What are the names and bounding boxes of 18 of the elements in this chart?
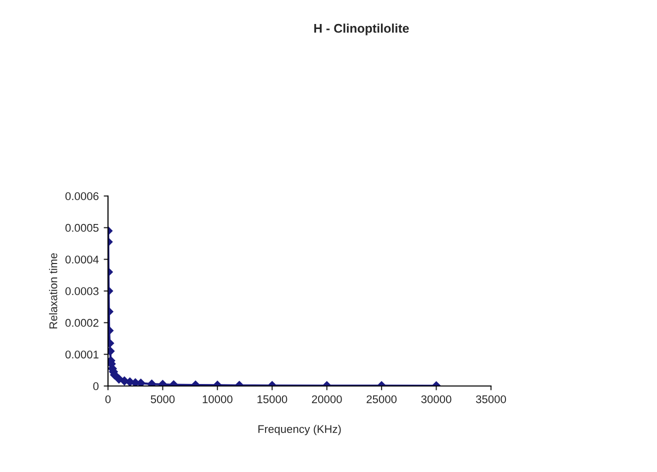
x-tick-label: 0	[105, 395, 111, 404]
y-tick-label: 0.0001	[65, 350, 98, 358]
x-tick-label: 5000	[150, 395, 175, 404]
x-tick-label: 20000	[312, 395, 342, 404]
y-tick-label: 0.0002	[65, 318, 98, 327]
x-tick-label: 15000	[258, 395, 288, 404]
y-tick-label: 0.0004	[65, 256, 99, 264]
x-axis-title: Frequency (KHz)	[258, 424, 341, 436]
y-axis-title: Relaxation time	[49, 253, 58, 328]
chart-title: H - Clinoptilolite	[314, 24, 409, 36]
y-tick-label: 0.0005	[65, 224, 99, 232]
y-tick-label: 0.0006	[65, 192, 98, 200]
x-tick-label: 35000	[476, 395, 506, 404]
x-tick-label: 25000	[366, 395, 397, 404]
y-tick-label: 0	[93, 382, 99, 390]
x-tick-label: 30000	[421, 395, 452, 404]
x-tick-label: 10000	[202, 395, 232, 404]
y-tick-label: 0.0003	[65, 287, 98, 296]
